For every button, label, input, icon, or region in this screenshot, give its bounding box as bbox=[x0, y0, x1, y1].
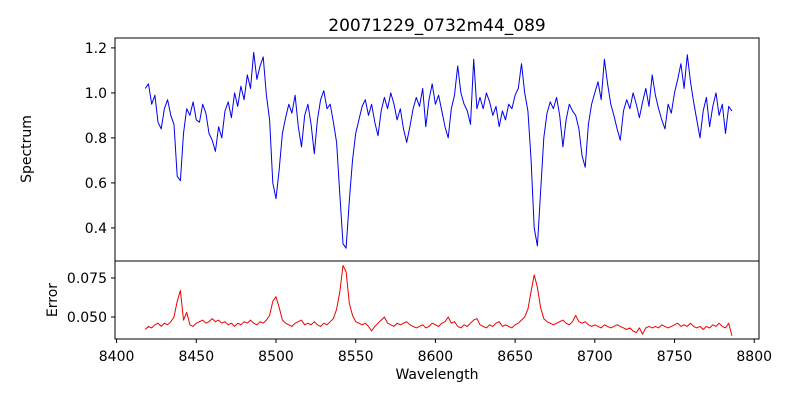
x-axis-label: Wavelength bbox=[395, 367, 479, 383]
error-y-tick-label: 0.050 bbox=[67, 310, 107, 326]
error-y-tick-label: 0.075 bbox=[67, 271, 107, 287]
spectrum-y-tick-label: 0.8 bbox=[85, 131, 107, 147]
spectrum-panel-frame bbox=[114, 37, 760, 262]
spectrum-y-tick-label: 0.4 bbox=[85, 221, 107, 237]
spectrum-y-tick-label: 1.2 bbox=[85, 41, 107, 57]
spectrum-y-tick-label: 1.0 bbox=[85, 86, 107, 102]
x-tick-label: 8600 bbox=[418, 349, 454, 365]
x-tick-label: 8500 bbox=[258, 349, 294, 365]
error-line bbox=[144, 265, 733, 336]
chart-title: 20071229_0732m44_089 bbox=[328, 16, 546, 36]
x-tick-label: 8550 bbox=[338, 349, 374, 365]
spectrum-line bbox=[144, 51, 733, 249]
x-tick-label: 8650 bbox=[497, 349, 533, 365]
error-panel-frame bbox=[114, 260, 760, 340]
x-tick-label: 8700 bbox=[577, 349, 613, 365]
x-tick-label: 8400 bbox=[99, 349, 135, 365]
spectrum-y-tick-label: 0.6 bbox=[85, 176, 107, 192]
x-tick-label: 8450 bbox=[178, 349, 214, 365]
x-tick-label: 8800 bbox=[736, 349, 772, 365]
x-tick-label: 8750 bbox=[657, 349, 693, 365]
